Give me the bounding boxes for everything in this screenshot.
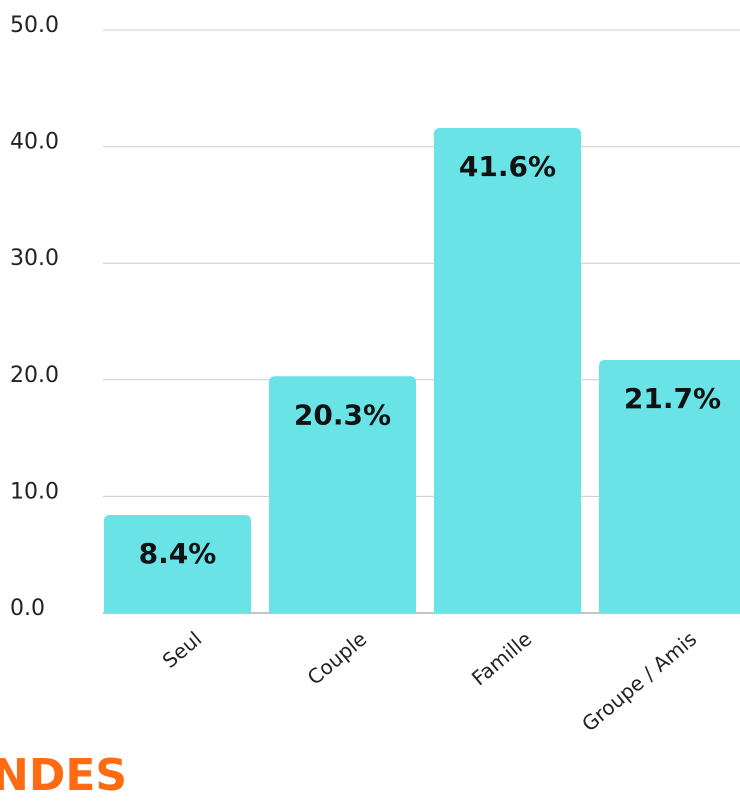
y-tick-label: 50.0	[10, 13, 59, 38]
y-tick-label: 0.0	[10, 596, 45, 621]
heading: NDES	[0, 750, 127, 801]
data-label: 21.7%	[624, 382, 721, 415]
bar	[269, 376, 416, 613]
bar	[434, 127, 581, 613]
bar	[104, 515, 251, 613]
x-tick-label: Couple	[303, 627, 372, 690]
y-tick-label: 40.0	[10, 130, 59, 155]
data-label: 41.6%	[459, 150, 556, 183]
data-label: 8.4%	[139, 537, 217, 570]
x-tick-label: Seul	[158, 627, 207, 673]
data-label: 20.3%	[294, 398, 391, 431]
x-tick-label: Groupe / Amis	[577, 627, 701, 737]
x-tick-label: Famille	[467, 627, 536, 691]
y-tick-label: 20.0	[10, 363, 59, 388]
y-tick-label: 30.0	[10, 246, 59, 271]
bar	[599, 359, 740, 613]
y-tick-label: 10.0	[10, 479, 59, 504]
